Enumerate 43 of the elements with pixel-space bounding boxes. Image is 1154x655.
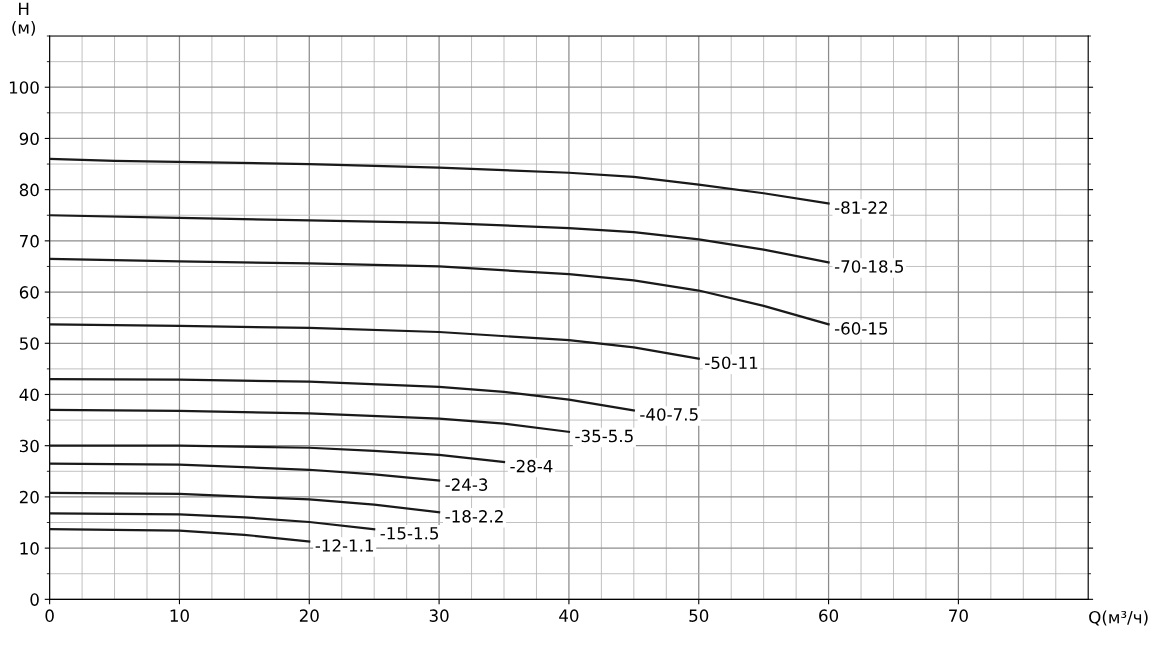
annotation: -18-2.2 bbox=[445, 510, 503, 523]
x-tick-label: 60 bbox=[819, 609, 839, 622]
y-tick-label: 60 bbox=[19, 286, 39, 299]
y-tick-label: 0 bbox=[30, 593, 39, 606]
x-tick-label: 10 bbox=[170, 609, 189, 622]
annotation: -12-1.1 bbox=[315, 539, 374, 552]
line-series bbox=[49, 214, 830, 264]
x-tick-label: 0 bbox=[45, 609, 54, 622]
line-series bbox=[49, 462, 441, 482]
annotation: -50-11 bbox=[705, 356, 758, 370]
line-series bbox=[49, 528, 311, 543]
y-tick-label: 40 bbox=[19, 388, 39, 402]
x-axis-title: Q(м³/ч) bbox=[1089, 610, 1148, 626]
y-tick-label: 100 bbox=[9, 81, 39, 94]
y-tick-label: 80 bbox=[19, 183, 39, 197]
annotation: -70-18.5 bbox=[834, 260, 904, 273]
x-tick-label: 20 bbox=[299, 609, 319, 622]
y-tick-label: 30 bbox=[19, 439, 39, 453]
line-series bbox=[49, 444, 506, 464]
annotation: -15-1.5 bbox=[380, 527, 439, 540]
annotation: -81-22 bbox=[834, 201, 887, 214]
line-series bbox=[49, 157, 830, 205]
y-tick-label: 90 bbox=[19, 132, 39, 146]
y-tick-label: 50 bbox=[19, 337, 39, 350]
x-tick-label: 70 bbox=[949, 609, 968, 622]
x-tick-label: 40 bbox=[559, 609, 579, 622]
x-tick-label: 30 bbox=[429, 609, 449, 622]
annotation: -24-3 bbox=[445, 478, 488, 491]
y-tick-label: 20 bbox=[19, 490, 39, 504]
annotation: -35-5.5 bbox=[575, 429, 633, 443]
x-tick-label: 50 bbox=[689, 609, 709, 622]
annotation: -60-15 bbox=[834, 322, 888, 335]
y-tick-label: 70 bbox=[20, 234, 39, 248]
line-series bbox=[49, 408, 571, 433]
line-series bbox=[49, 257, 830, 326]
line-series bbox=[49, 491, 441, 514]
line-series bbox=[49, 512, 376, 531]
y-tick-label: 10 bbox=[20, 542, 39, 555]
y-axis-title: H (м) bbox=[12, 2, 36, 36]
annotation: -28-4 bbox=[510, 459, 553, 473]
line-series bbox=[49, 378, 635, 412]
line-series bbox=[49, 323, 700, 360]
annotation: -40-7.5 bbox=[640, 408, 698, 421]
